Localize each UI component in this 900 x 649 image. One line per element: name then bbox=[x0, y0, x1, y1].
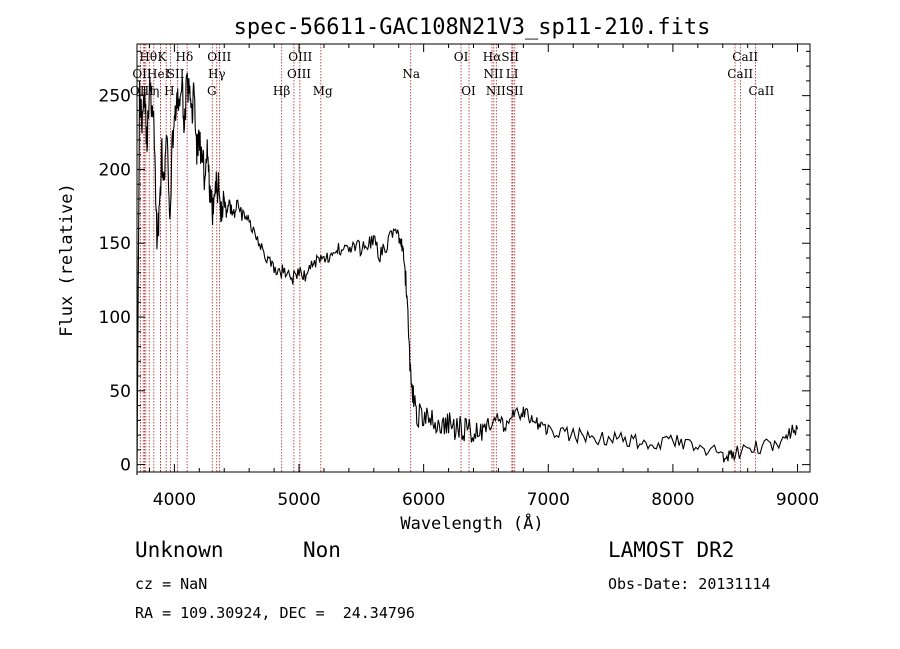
spectral-line-label: OII bbox=[132, 67, 152, 81]
spectral-line-label: HαSII bbox=[483, 50, 520, 64]
y-tick-label: 150 bbox=[99, 234, 131, 254]
spectrum-line bbox=[136, 72, 799, 476]
spectral-line-label: OI bbox=[461, 84, 476, 98]
observation-date: Obs-Date: 20131114 bbox=[608, 575, 771, 593]
spectral-line-label: H bbox=[164, 84, 174, 98]
chart-title: spec-56611-GAC108N21V3_sp11-210.fits bbox=[234, 15, 711, 40]
y-axis-label: Flux (relative) bbox=[57, 183, 77, 337]
spectral-line-label: Hγ bbox=[208, 67, 226, 81]
spectral-line-label: G bbox=[207, 84, 217, 98]
x-tick-label: 5000 bbox=[277, 490, 320, 510]
spectral-line-label: SII bbox=[167, 67, 185, 81]
spectral-line-label: OIII bbox=[207, 50, 231, 64]
y-tick-label: 100 bbox=[99, 308, 131, 328]
y-tick-label: 0 bbox=[120, 456, 131, 476]
spectral-line-label: OIII bbox=[287, 67, 311, 81]
object-class: Unknown bbox=[135, 538, 224, 562]
spectral-line-label: NIISII bbox=[486, 84, 524, 98]
y-tick-label: 200 bbox=[99, 160, 131, 180]
spectral-line-label: Hδ bbox=[176, 50, 194, 64]
redshift-text: cz = NaN bbox=[135, 575, 208, 593]
spectral-line-label: Na bbox=[402, 67, 420, 81]
x-tick-label: 8000 bbox=[651, 490, 694, 510]
x-tick-label: 9000 bbox=[776, 490, 819, 510]
spectral-line-label: LI bbox=[506, 67, 519, 81]
spectral-line-label: K bbox=[157, 50, 167, 64]
object-subclass: Non bbox=[303, 538, 341, 562]
plot-frame bbox=[136, 43, 811, 473]
y-tick-label: 50 bbox=[109, 382, 131, 402]
y-axis-ticks: 0 50 100 150 200 250 bbox=[99, 50, 810, 476]
spectral-line-label: OIII bbox=[130, 84, 154, 98]
spectral-line-label: Mg bbox=[313, 84, 333, 98]
survey-name: LAMOST DR2 bbox=[608, 538, 735, 562]
spectral-line-label: HeI bbox=[147, 67, 170, 81]
x-axis-label: Wavelength (Å) bbox=[400, 512, 543, 534]
coordinates-text: RA = 109.30924, DEC = 24.34796 bbox=[135, 604, 415, 622]
spectral-line-label: NII bbox=[483, 67, 503, 81]
spectral-line-label: CaII bbox=[732, 50, 758, 64]
spectral-line-label: η bbox=[152, 84, 159, 98]
x-tick-label: 6000 bbox=[402, 490, 445, 510]
x-tick-label: 4000 bbox=[153, 490, 196, 510]
spectral-line-label: CaII bbox=[727, 67, 753, 81]
spectral-line-label: OIII bbox=[288, 50, 312, 64]
y-tick-label: 250 bbox=[99, 87, 131, 107]
spectral-line-label: Hβ bbox=[273, 84, 290, 98]
spectral-line-label: Hθ bbox=[139, 50, 157, 64]
emission-line-markers bbox=[139, 44, 756, 472]
x-axis-ticks: 4000 5000 6000 7000 8000 9000 bbox=[148, 44, 819, 510]
spectral-line-label: CaII bbox=[748, 84, 774, 98]
x-tick-label: 7000 bbox=[527, 490, 570, 510]
spectral-line-label: OI bbox=[454, 50, 469, 64]
